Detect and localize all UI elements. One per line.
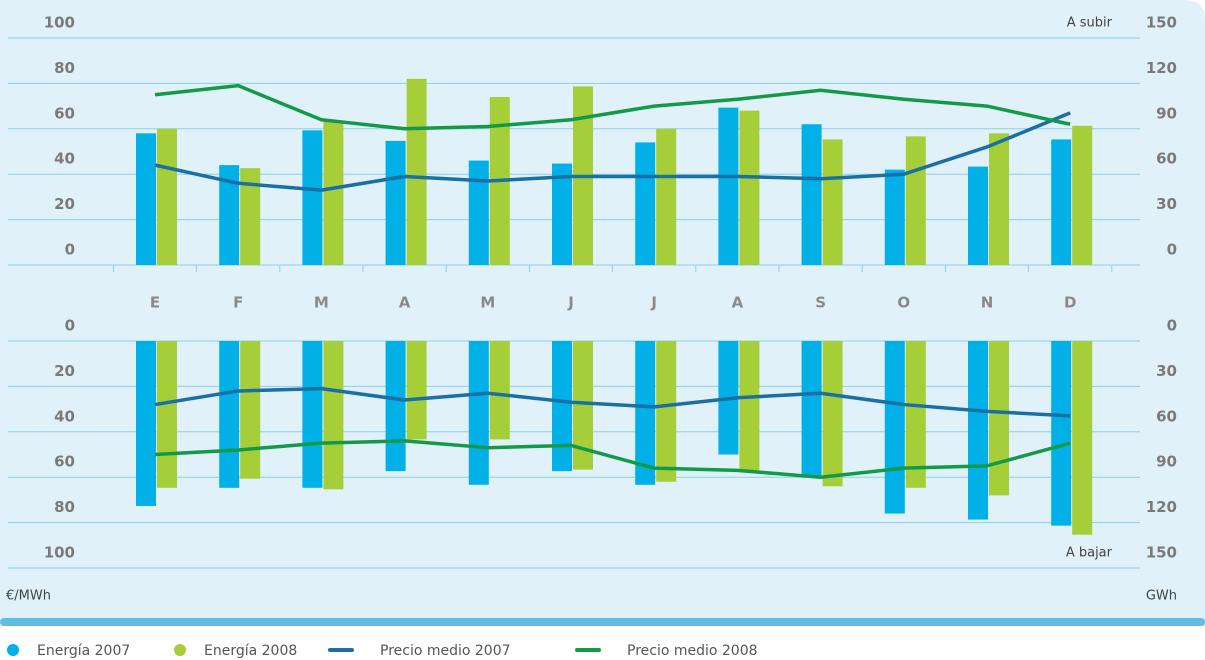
bar <box>718 107 739 265</box>
bar <box>801 124 822 265</box>
y2-tick-label: 30 <box>1156 362 1177 380</box>
y2-tick-label: 120 <box>1146 498 1177 516</box>
y2-tick-label: 60 <box>1156 150 1177 168</box>
y2-tick-label: 30 <box>1156 195 1177 213</box>
month-label: F <box>233 294 243 312</box>
bar <box>136 341 156 506</box>
bar <box>573 341 593 470</box>
month-label: J <box>650 294 657 312</box>
y-tick-label: 100 <box>44 544 75 562</box>
panel-annotation: A subir <box>1067 16 1113 31</box>
bar <box>739 341 760 472</box>
bar <box>656 341 677 482</box>
bar <box>489 341 510 440</box>
bar <box>468 341 489 485</box>
bar <box>989 133 1009 265</box>
panel-base <box>0 618 1205 626</box>
y-tick-label: 40 <box>54 150 75 168</box>
month-label: N <box>981 294 994 312</box>
y2-tick-label: 90 <box>1156 104 1177 122</box>
bar <box>1051 341 1072 526</box>
bar <box>323 121 344 265</box>
y-tick-label: 100 <box>44 14 75 32</box>
y2-tick-label: 60 <box>1156 407 1177 425</box>
price-line <box>154 439 1071 479</box>
bar <box>1051 139 1072 265</box>
price-line <box>154 83 1071 131</box>
month-label: S <box>815 294 826 312</box>
bar <box>157 341 177 488</box>
y2-axis-label: GWh <box>1146 589 1177 604</box>
y2-tick-label: 0 <box>1167 241 1177 259</box>
legend-marker <box>174 644 186 656</box>
y2-tick-label: 150 <box>1146 544 1177 562</box>
bar <box>385 341 406 472</box>
bar <box>302 341 323 488</box>
y-tick-label: 0 <box>65 317 75 335</box>
y2-tick-label: 90 <box>1156 453 1177 471</box>
bar <box>635 341 656 485</box>
bar <box>552 163 572 265</box>
bar <box>801 341 822 476</box>
bar <box>323 341 344 490</box>
month-label: A <box>732 294 744 312</box>
bar <box>968 341 988 520</box>
month-label: O <box>897 294 910 312</box>
legend-label: Precio medio 2008 <box>627 643 758 659</box>
bar <box>1072 341 1093 535</box>
price-line <box>154 111 1071 192</box>
y-tick-label: 80 <box>54 59 75 77</box>
bar <box>406 341 427 440</box>
bar <box>905 136 926 265</box>
bar <box>905 341 926 488</box>
bar <box>136 133 156 265</box>
bar <box>1072 125 1093 265</box>
bar <box>385 140 406 265</box>
bar <box>884 341 905 514</box>
y-tick-label: 20 <box>54 195 75 213</box>
bar <box>468 160 489 265</box>
y2-tick-label: 0 <box>1167 317 1177 335</box>
y-axis-label: €/MWh <box>6 589 51 604</box>
y2-tick-label: 120 <box>1146 59 1177 77</box>
legend-label: Energía 2007 <box>37 643 130 659</box>
month-label: D <box>1064 294 1076 312</box>
y2-tick-label: 150 <box>1146 14 1177 32</box>
bar <box>739 110 760 265</box>
month-label: A <box>399 294 411 312</box>
y-tick-label: 40 <box>54 407 75 425</box>
y-tick-label: 20 <box>54 362 75 380</box>
bar <box>822 139 843 265</box>
month-label: M <box>480 294 495 312</box>
bar <box>989 341 1009 496</box>
bar <box>656 128 677 265</box>
bar <box>635 142 656 265</box>
panel-background <box>0 0 1205 626</box>
month-label: J <box>567 294 574 312</box>
bar <box>822 341 843 487</box>
month-label: M <box>314 294 329 312</box>
bar <box>240 168 261 265</box>
y-tick-label: 80 <box>54 498 75 516</box>
bar <box>552 341 572 472</box>
y-tick-label: 0 <box>65 241 75 259</box>
legend-label: Energía 2008 <box>204 643 297 659</box>
bar <box>302 130 323 265</box>
bar <box>219 341 240 488</box>
bar <box>884 169 905 265</box>
legend-label: Precio medio 2007 <box>380 643 511 659</box>
bar <box>240 341 261 479</box>
bar <box>406 78 427 265</box>
price-line <box>154 386 1071 418</box>
legend-marker <box>7 644 19 656</box>
bar <box>219 165 240 265</box>
bar <box>968 166 988 265</box>
y-tick-label: 60 <box>54 453 75 471</box>
y-tick-label: 60 <box>54 104 75 122</box>
bar <box>157 128 177 265</box>
panel-annotation: A bajar <box>1066 546 1113 561</box>
month-label: E <box>150 294 160 312</box>
